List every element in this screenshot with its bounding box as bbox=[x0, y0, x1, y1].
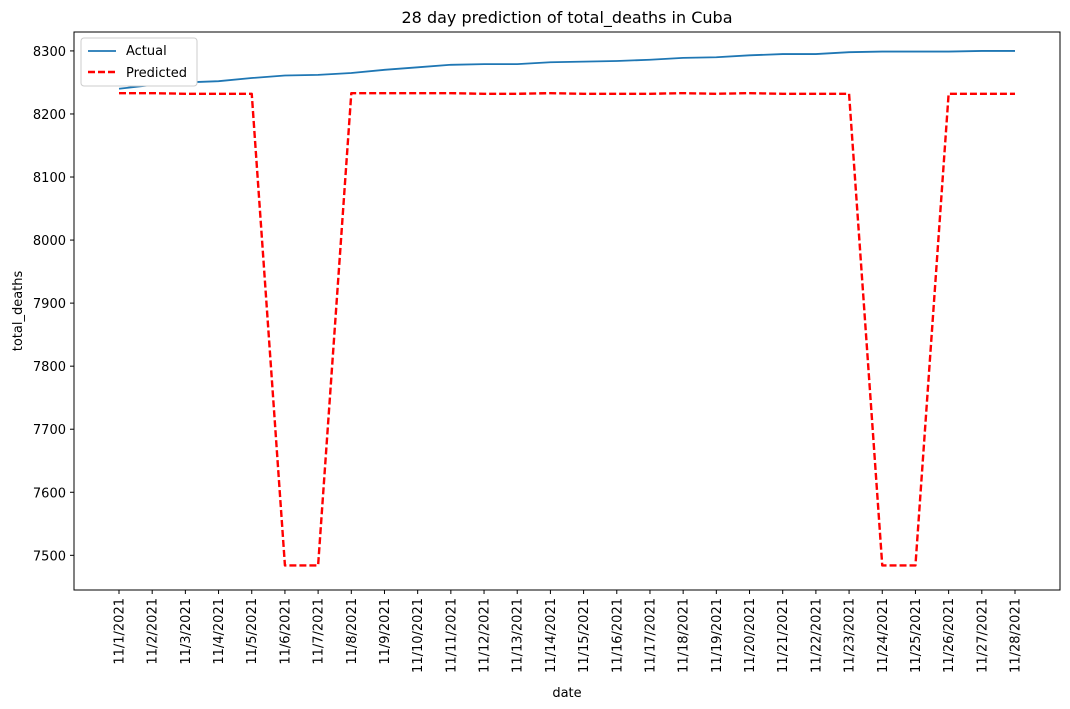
x-tick-label: 11/11/2021 bbox=[444, 598, 459, 673]
series-line-actual bbox=[118, 50, 1015, 90]
x-tick-label: 11/26/2021 bbox=[942, 598, 957, 673]
x-tick-label: 11/6/2021 bbox=[278, 598, 293, 665]
y-tick-label: 8300 bbox=[33, 45, 66, 60]
x-tick-label: 11/16/2021 bbox=[610, 598, 625, 673]
series-line-predicted bbox=[119, 91, 1015, 567]
x-tick-label: 11/20/2021 bbox=[743, 598, 758, 673]
y-tick-label: 7700 bbox=[33, 423, 66, 438]
x-tick-label: 11/27/2021 bbox=[975, 598, 990, 673]
y-tick-label: 7500 bbox=[33, 549, 66, 564]
plot-area bbox=[73, 31, 1061, 591]
x-tick-label: 11/12/2021 bbox=[478, 598, 493, 673]
x-tick-label: 11/17/2021 bbox=[643, 598, 658, 673]
x-tick-label: 11/1/2021 bbox=[113, 598, 128, 665]
y-tick-label: 8000 bbox=[33, 234, 66, 249]
x-tick-label: 11/8/2021 bbox=[345, 598, 360, 665]
y-tick-label: 8200 bbox=[33, 108, 66, 123]
x-tick-label: 11/19/2021 bbox=[710, 598, 725, 673]
legend-label-predicted: Predicted bbox=[126, 66, 187, 81]
x-tick-label: 11/18/2021 bbox=[677, 598, 692, 673]
legend-box bbox=[80, 37, 198, 87]
x-tick-label: 11/22/2021 bbox=[809, 598, 824, 673]
x-tick-label: 11/10/2021 bbox=[411, 598, 426, 673]
x-tick-label: 11/23/2021 bbox=[843, 598, 858, 673]
x-tick-label: 11/3/2021 bbox=[179, 598, 194, 665]
x-tick-label: 11/9/2021 bbox=[378, 598, 393, 665]
y-axis: 7500 7600 7700 7800 7900 8000 8100 8200 8300 bbox=[33, 45, 74, 564]
x-axis: 11/1/2021 11/2/2021 11/3/2021 11/4/2021 11/5… bbox=[113, 590, 1024, 673]
x-tick-label: 11/4/2021 bbox=[212, 598, 227, 665]
x-axis-label: date bbox=[552, 686, 581, 701]
y-tick-label: 7600 bbox=[33, 486, 66, 501]
x-tick-label: 11/14/2021 bbox=[544, 598, 559, 673]
x-tick-label: 11/13/2021 bbox=[511, 598, 526, 673]
x-tick-label: 11/15/2021 bbox=[577, 598, 592, 673]
x-tick-label: 11/24/2021 bbox=[876, 598, 891, 673]
y-tick-label: 7800 bbox=[33, 360, 66, 375]
x-tick-label: 11/5/2021 bbox=[245, 598, 260, 665]
series-layer bbox=[118, 50, 1015, 567]
chart-title: 28 day prediction of total_deaths in Cub… bbox=[402, 8, 733, 28]
y-axis-label: total_deaths bbox=[11, 271, 26, 352]
legend: Actual Predicted bbox=[80, 37, 198, 87]
x-tick-label: 11/21/2021 bbox=[776, 598, 791, 673]
y-tick-label: 8100 bbox=[33, 171, 66, 186]
x-tick-label: 11/7/2021 bbox=[312, 598, 327, 665]
legend-label-actual: Actual bbox=[126, 44, 167, 59]
x-tick-label: 11/28/2021 bbox=[1009, 598, 1024, 673]
x-tick-label: 11/2/2021 bbox=[146, 598, 161, 665]
x-tick-label: 11/25/2021 bbox=[909, 598, 924, 673]
y-tick-label: 7900 bbox=[33, 297, 66, 312]
